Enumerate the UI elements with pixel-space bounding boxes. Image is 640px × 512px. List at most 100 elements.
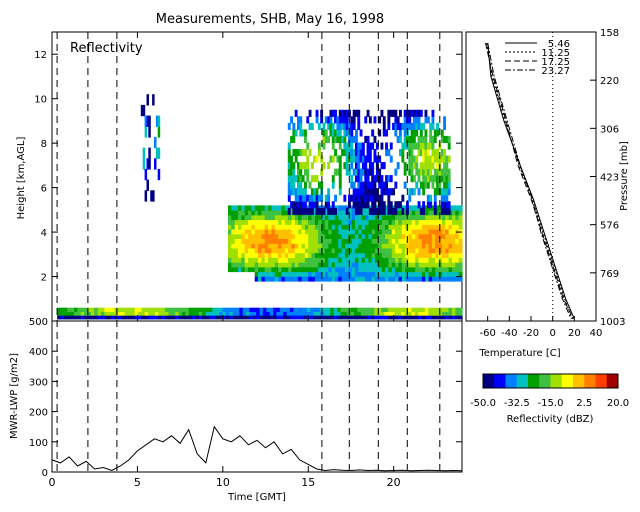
echo-cell	[380, 142, 384, 150]
echo-cell	[424, 149, 428, 157]
colorbar-segment	[600, 374, 603, 388]
echo-mid_level	[228, 205, 463, 282]
echo-cell	[254, 214, 259, 221]
echo-cell	[357, 122, 361, 130]
echo-cell	[134, 311, 139, 316]
echo-cell	[375, 247, 379, 254]
echo-cell	[301, 162, 305, 170]
echo-cell	[350, 135, 354, 143]
echo-cell	[334, 129, 337, 137]
echo-cell	[445, 168, 449, 176]
echo-cell	[311, 271, 316, 277]
echo-cell	[355, 243, 359, 249]
echo-cell	[361, 257, 366, 263]
echo-cell	[278, 210, 282, 216]
echo-cell	[343, 315, 348, 320]
echo-cell	[401, 214, 406, 221]
echo-cell	[355, 207, 358, 215]
echo-cell	[131, 307, 136, 312]
echo-cell	[355, 219, 359, 225]
echo-cell	[251, 233, 256, 239]
echo-cell	[304, 149, 307, 157]
echo-cell	[317, 122, 321, 130]
echo-cell	[331, 122, 335, 130]
echo-cell	[408, 307, 412, 312]
echo-cell	[238, 214, 242, 221]
echo-cell	[121, 307, 126, 312]
echo-cell	[443, 175, 446, 183]
echo-cell	[291, 247, 296, 254]
echo-cell	[438, 315, 443, 320]
echo-cell	[377, 315, 382, 320]
echo-cell	[308, 219, 313, 225]
echo-cell	[292, 201, 296, 209]
echo-cell	[368, 252, 373, 258]
echo-cell	[134, 307, 139, 312]
echo-cell	[324, 129, 328, 137]
echo-cell	[269, 315, 274, 320]
echo-cell	[338, 214, 343, 221]
echo-cell	[458, 307, 463, 312]
echo-cell	[294, 257, 299, 263]
echo-cell	[313, 311, 318, 316]
echo-cell	[445, 315, 450, 320]
echo-cell	[241, 238, 246, 244]
echo-cell	[435, 210, 440, 216]
echo-cell	[321, 233, 326, 239]
echo-cell	[231, 229, 236, 235]
echo-cell	[361, 238, 366, 244]
echo-cell	[288, 219, 292, 225]
echo-cell	[374, 311, 379, 316]
echo-cell	[394, 201, 398, 209]
echo-cell	[412, 142, 416, 150]
echo-cell	[426, 155, 430, 163]
echo-cell	[304, 194, 307, 202]
echo-cell	[458, 247, 463, 254]
echo-cell	[405, 229, 410, 235]
echo-cell	[428, 271, 433, 277]
echo-cell	[287, 162, 291, 170]
echo-cell	[331, 219, 336, 225]
echo-cell	[431, 247, 436, 254]
echo-cell	[375, 214, 379, 221]
echo-cell	[365, 243, 369, 249]
echo-cell	[433, 201, 437, 209]
echo-cell	[355, 233, 359, 239]
echo-cell	[445, 135, 449, 143]
echo-cell	[308, 224, 313, 230]
echo-cell	[338, 271, 343, 277]
echo-cell	[248, 214, 252, 221]
echo-cell	[398, 276, 403, 282]
echo-cell	[425, 214, 430, 221]
echo-cell	[371, 247, 376, 254]
echo-cell	[63, 315, 68, 320]
echo-cell	[299, 162, 303, 170]
echo-cell	[304, 214, 309, 221]
echo-cell	[249, 307, 254, 312]
echo-cell	[165, 307, 170, 312]
echo-cell	[258, 205, 262, 211]
echo-cell	[251, 210, 256, 216]
echo-cell	[385, 219, 389, 225]
colorbar-segment	[496, 374, 500, 388]
echo-cell	[318, 243, 323, 249]
echo-cell	[435, 229, 440, 235]
y-tick-label: 100	[29, 438, 48, 449]
echo-cell	[368, 219, 373, 225]
echo-cell	[408, 142, 412, 150]
echo-cell	[284, 257, 289, 263]
echo-cell	[278, 214, 282, 221]
echo-cell	[354, 307, 358, 312]
echo-cell	[408, 315, 412, 320]
echo-cell	[441, 229, 446, 235]
echo-cell	[84, 315, 89, 320]
echo-cell	[286, 311, 291, 316]
echo-cell	[297, 168, 300, 176]
echo-cell	[301, 262, 306, 268]
colorbar-segment	[546, 374, 549, 388]
echo-cell	[377, 307, 382, 312]
echo-cell	[241, 243, 246, 249]
y-tick-label: 2	[41, 273, 47, 284]
echo-cell	[365, 276, 369, 282]
echo-cell	[410, 155, 414, 163]
